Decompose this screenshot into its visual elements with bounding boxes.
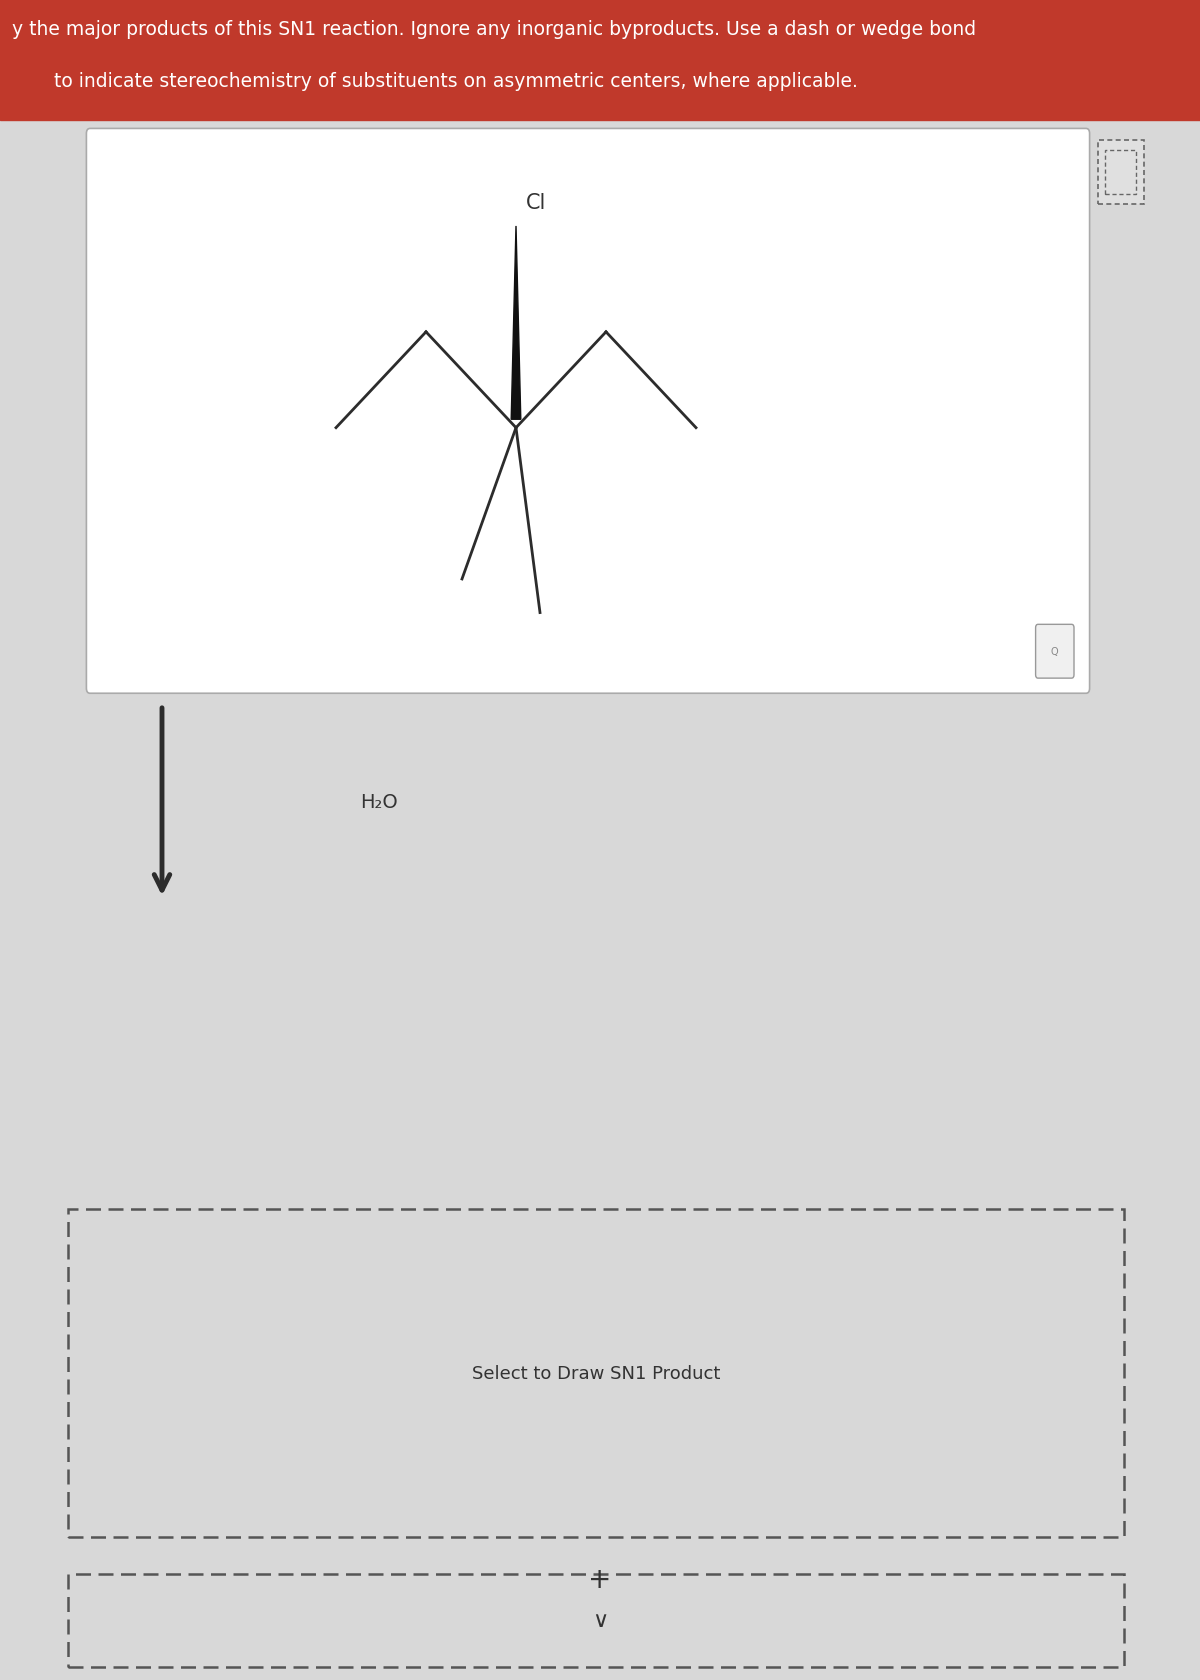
Text: H₂O: H₂O xyxy=(360,793,397,811)
Text: +: + xyxy=(588,1566,612,1593)
Text: Select to Draw SN1 Product: Select to Draw SN1 Product xyxy=(473,1364,720,1383)
Text: to indicate stereochemistry of substituents on asymmetric centers, where applica: to indicate stereochemistry of substitue… xyxy=(54,72,858,91)
Bar xyxy=(0,0,1200,121)
Bar xyxy=(68,1574,1124,1667)
Bar xyxy=(68,1210,1124,1537)
FancyBboxPatch shape xyxy=(1036,625,1074,679)
Text: Q: Q xyxy=(1051,647,1058,657)
Polygon shape xyxy=(511,227,521,420)
Bar xyxy=(1105,151,1136,195)
Text: Cl: Cl xyxy=(526,193,546,213)
FancyBboxPatch shape xyxy=(86,129,1090,694)
Bar xyxy=(1098,141,1144,205)
Text: y the major products of this SN1 reaction. Ignore any inorganic byproducts. Use : y the major products of this SN1 reactio… xyxy=(12,20,976,39)
Text: ∨: ∨ xyxy=(592,1611,608,1630)
